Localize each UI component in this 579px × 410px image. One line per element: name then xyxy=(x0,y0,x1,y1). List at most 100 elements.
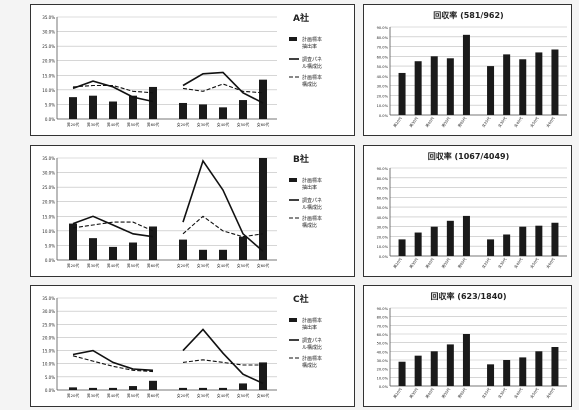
bar-response-rate xyxy=(430,226,438,256)
x-tick-label: 男50代 xyxy=(127,122,140,127)
bar-sampling-rate xyxy=(109,101,117,119)
bar-response-rate xyxy=(398,239,406,256)
y-tick-label: 70.0% xyxy=(377,324,389,328)
y-tick-label: 30.0% xyxy=(42,309,55,314)
bar-sampling-rate xyxy=(179,239,187,260)
x-tick-label: 男40代 xyxy=(107,263,120,268)
legend-label: 計画標本 xyxy=(302,317,322,324)
bar-response-rate xyxy=(503,234,511,256)
x-tick-label: 男20代 xyxy=(392,256,403,269)
x-tick-label: 女40代 xyxy=(513,256,524,269)
bar-response-rate xyxy=(535,52,543,115)
y-tick-label: 40.0% xyxy=(377,75,389,79)
y-tick-label: 20.0% xyxy=(377,94,389,98)
bar-sampling-rate xyxy=(259,158,267,260)
chart-title: A社 xyxy=(293,12,309,24)
x-tick-label: 女60代 xyxy=(545,386,556,399)
line-plan-composition xyxy=(182,215,264,238)
chart-panel-c: 0.0% 5.0% 10.0% 15.0% 20.0% 25.0% 30.0% 35.0% C社… xyxy=(30,285,355,407)
y-tick-label: 80.0% xyxy=(377,177,389,181)
y-tick-label: 35.0% xyxy=(42,156,55,161)
bar-response-rate xyxy=(414,355,422,386)
y-tick-label: 90.0% xyxy=(377,26,389,30)
x-tick-label: 男30代 xyxy=(408,256,419,269)
x-tick-label: 男20代 xyxy=(392,115,403,128)
bar-response-rate xyxy=(398,361,406,386)
legend-label: 計画標本 xyxy=(302,215,322,222)
bar-response-rate xyxy=(446,220,454,256)
y-tick-label: 50.0% xyxy=(377,206,389,210)
chart-title: 回収率 (1067/4049) xyxy=(428,151,510,161)
bar-sampling-rate xyxy=(149,86,157,119)
y-tick-label: 90.0% xyxy=(377,307,389,311)
legend-label: 計画標本 xyxy=(302,36,322,43)
x-tick-label: 女60代 xyxy=(257,263,270,268)
chart-svg-rate-a: 回収率 (581/962) 0.0% 10.0% 20.0% 30.0% 40.0% 50.… xyxy=(377,10,567,128)
bar-response-rate xyxy=(414,61,422,115)
y-tick-label: 0.0% xyxy=(379,255,389,259)
line-plan-composition xyxy=(182,83,264,94)
bar-response-rate xyxy=(487,66,495,115)
bar-response-rate xyxy=(519,59,527,115)
x-tick-label: 男40代 xyxy=(424,386,435,399)
x-tick-label: 男30代 xyxy=(87,393,100,398)
bar-response-rate xyxy=(503,54,511,115)
bar-sampling-rate xyxy=(149,226,157,260)
bar-sampling-rate xyxy=(109,387,117,390)
bar-sampling-rate xyxy=(179,102,187,119)
y-tick-label: 30.0% xyxy=(377,226,389,230)
line-panel-composition xyxy=(182,159,264,252)
x-tick-label: 女40代 xyxy=(217,263,230,268)
chart-panel-rate-a: 回収率 (581/962) 0.0% 10.0% 20.0% 30.0% 40.0% 50.… xyxy=(363,4,572,136)
x-tick-label: 女20代 xyxy=(177,263,190,268)
x-tick-label: 女50代 xyxy=(237,263,250,268)
bar-sampling-rate xyxy=(259,79,267,119)
chart-svg-rate-c: 回収率 (623/1840) 0.0% 10.0% 20.0% 30.0% 40.0% 50… xyxy=(377,291,567,399)
y-tick-label: 0.0% xyxy=(45,258,55,263)
x-tick-label: 男20代 xyxy=(392,386,403,399)
x-tick-label: 男50代 xyxy=(127,393,140,398)
bar-response-rate xyxy=(487,364,495,386)
y-tick-label: 40.0% xyxy=(377,216,389,220)
x-tick-label: 女40代 xyxy=(217,393,230,398)
y-tick-label: 70.0% xyxy=(377,187,389,191)
bar-response-rate xyxy=(487,239,495,256)
x-tick-label: 女20代 xyxy=(481,256,492,269)
bar-sampling-rate xyxy=(149,380,157,390)
y-tick-label: 25.0% xyxy=(42,322,55,327)
y-tick-label: 60.0% xyxy=(377,196,389,200)
bar-sampling-rate xyxy=(219,249,227,260)
chart-svg-c: 0.0% 5.0% 10.0% 15.0% 20.0% 25.0% 30.0% 35.0% C社… xyxy=(42,293,322,398)
line-plan-composition xyxy=(72,355,154,373)
x-tick-label: 女30代 xyxy=(497,115,508,128)
x-tick-label: 男50代 xyxy=(440,256,451,269)
y-tick-label: 10.0% xyxy=(377,104,389,108)
x-tick-label: 女30代 xyxy=(497,386,508,399)
x-tick-label: 男60代 xyxy=(456,256,467,269)
y-tick-label: 30.0% xyxy=(377,359,389,363)
chart-svg-b: 0.0% 5.0% 10.0% 15.0% 20.0% 25.0% 30.0% 35.0% B社… xyxy=(42,153,322,268)
x-tick-label: 女20代 xyxy=(177,393,190,398)
legend-label: 抽出率 xyxy=(302,324,317,331)
line-plan-composition xyxy=(72,221,154,232)
bar-response-rate xyxy=(503,360,511,386)
line-panel-composition xyxy=(72,215,154,238)
x-tick-label: 女60代 xyxy=(257,393,270,398)
y-tick-label: 10.0% xyxy=(42,362,55,367)
legend-label: 計画標本 xyxy=(302,74,322,81)
legend-label: 調査パネ xyxy=(302,56,322,63)
x-tick-label: 男20代 xyxy=(67,263,80,268)
y-tick-label: 15.0% xyxy=(42,349,55,354)
bar-sampling-rate xyxy=(219,107,227,119)
y-tick-label: 20.0% xyxy=(377,235,389,239)
x-tick-label: 女50代 xyxy=(237,122,250,127)
y-tick-label: 30.0% xyxy=(377,85,389,89)
y-tick-label: 90.0% xyxy=(377,167,389,171)
y-tick-label: 35.0% xyxy=(42,296,55,301)
x-tick-label: 女30代 xyxy=(197,393,210,398)
bar-sampling-rate xyxy=(239,383,247,390)
y-tick-label: 0.0% xyxy=(379,385,389,389)
y-tick-label: 10.0% xyxy=(42,229,55,234)
chart-panel-a: 0.0% 5.0% 10.0% 15.0% 20.0% 25.0% 30.0% 35.0% A社… xyxy=(30,4,355,136)
bar-response-rate xyxy=(535,351,543,386)
